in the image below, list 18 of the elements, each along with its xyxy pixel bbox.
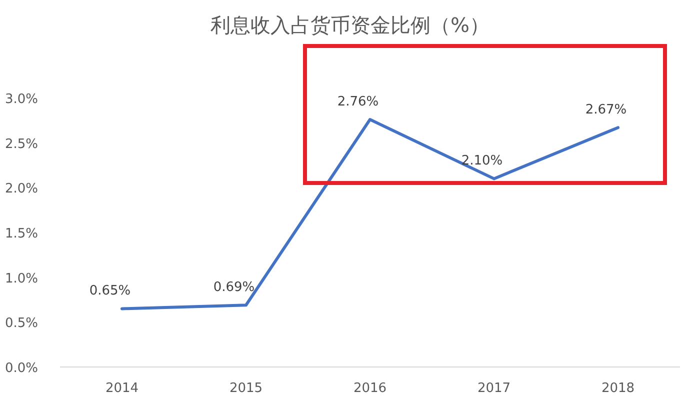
data-label: 0.69% <box>213 280 255 296</box>
y-tick-label: 0.0% <box>4 361 38 376</box>
x-tick-label: 2018 <box>601 381 635 396</box>
y-tick-label: 1.0% <box>4 271 38 286</box>
y-tick-label: 1.5% <box>4 226 38 242</box>
data-label: 0.65% <box>89 284 131 299</box>
x-tick-label: 2017 <box>477 381 511 396</box>
data-label: 2.10% <box>461 154 503 169</box>
data-label: 2.76% <box>337 94 379 110</box>
y-tick-label: 0.5% <box>4 316 38 332</box>
y-tick-label: 2.0% <box>4 182 38 197</box>
x-tick-label: 2014 <box>105 381 139 396</box>
x-tick-label: 2015 <box>229 381 263 396</box>
x-tick-label: 2016 <box>353 381 387 396</box>
y-tick-label: 2.5% <box>4 136 38 152</box>
chart-title: 利息收入占货币资金比例（%） <box>210 13 490 37</box>
y-tick-label: 3.0% <box>4 92 38 107</box>
data-label: 2.67% <box>585 102 627 118</box>
